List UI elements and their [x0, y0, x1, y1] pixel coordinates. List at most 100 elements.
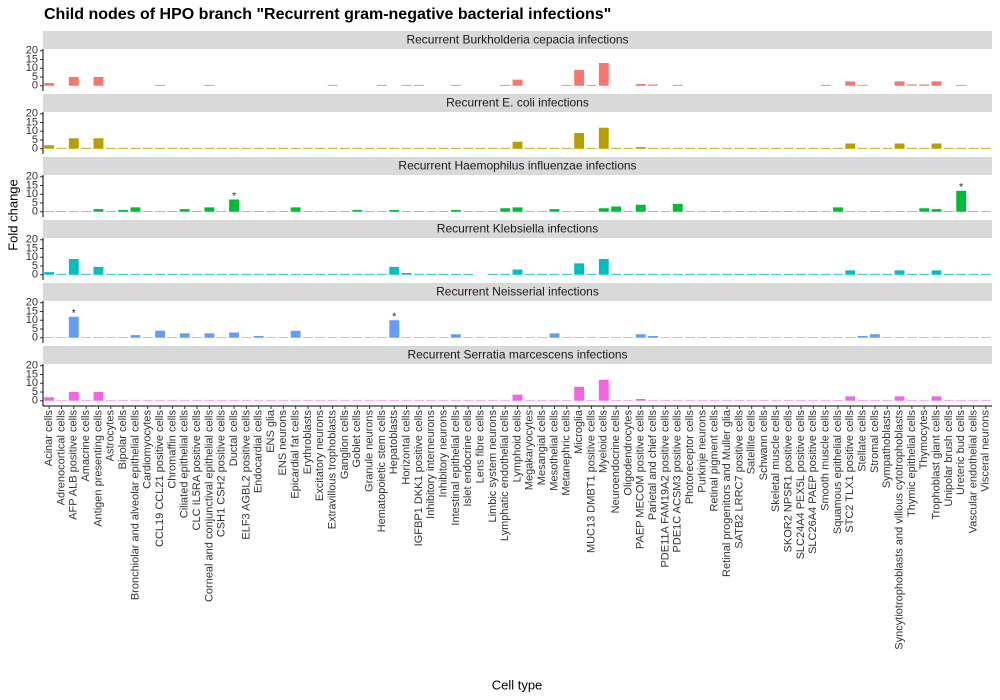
x-tick-label: Goblet cells: [351, 410, 363, 468]
x-tick-label: Squamous epithelial cells: [832, 410, 844, 535]
x-tick-label: STC2 TLX1 positive cells: [844, 410, 856, 533]
bar: [771, 400, 782, 401]
x-tick-label: Photoreceptor cells: [684, 410, 696, 505]
bar: [648, 273, 659, 275]
bar: [685, 273, 695, 275]
bar: [204, 207, 215, 212]
facet-strip: [43, 283, 992, 301]
bar: [68, 316, 79, 338]
bar: [537, 400, 548, 401]
bar: [376, 211, 387, 212]
bar: [105, 211, 116, 212]
bar: [623, 400, 634, 401]
y-tick-label: 5: [32, 386, 38, 398]
bar: [537, 147, 548, 149]
x-tick-label: Extravillous trophoblasts: [327, 410, 339, 530]
bar: [401, 400, 412, 401]
bar: [685, 400, 695, 401]
bar: [919, 84, 930, 86]
bar: [857, 84, 868, 86]
bar: [894, 143, 905, 149]
bar: [512, 269, 523, 275]
bar: [919, 147, 930, 149]
bar: [278, 273, 289, 275]
bar: [820, 273, 831, 275]
bar: [56, 211, 67, 212]
bar: [68, 392, 79, 401]
bar: [919, 208, 930, 212]
y-tick-label: 10: [26, 188, 38, 200]
bar: [549, 273, 560, 275]
bar: [450, 334, 461, 338]
facet-label: Recurrent Serratia marcescens infections: [407, 348, 627, 362]
bar: [216, 273, 227, 275]
bar: [142, 400, 153, 401]
bar: [327, 84, 338, 86]
bar: [635, 204, 646, 212]
bar: [574, 133, 585, 149]
x-tick-label: Smooth muscle cells: [820, 410, 832, 511]
bar: [672, 147, 683, 149]
bar: [931, 209, 942, 212]
x-tick-label: CSH1 CSH2 positive cells: [216, 410, 228, 538]
bar: [882, 400, 893, 401]
bar: [167, 273, 178, 275]
bar: [81, 211, 92, 212]
bar: [512, 207, 523, 212]
bar: [919, 400, 930, 401]
bar: [241, 273, 252, 275]
bar: [44, 272, 55, 275]
x-tick-label: Purkinje neurons: [696, 410, 708, 493]
bar: [648, 400, 659, 401]
bar: [783, 400, 794, 401]
x-tick-label: AFP ALB positive cells: [68, 410, 80, 520]
bar: [266, 337, 276, 338]
bar: [475, 147, 486, 149]
bar: [512, 337, 523, 338]
x-tick-label: ENS glia: [265, 409, 277, 453]
bar: [943, 211, 954, 212]
bar: [857, 211, 868, 212]
bar: [340, 211, 350, 212]
bar: [512, 394, 523, 401]
bar: [118, 337, 129, 338]
bar: [389, 266, 400, 275]
x-tick-label: Inhibitory interneurons: [425, 410, 437, 519]
bar: [537, 273, 548, 275]
bar: [611, 273, 622, 275]
bar: [426, 147, 437, 149]
bar: [635, 399, 646, 401]
bar: [44, 83, 55, 86]
bar: [685, 147, 695, 149]
bar: [327, 400, 338, 401]
facet-label: Recurrent Klebsiella infections: [437, 222, 598, 236]
bar: [352, 400, 363, 401]
x-tick-label: Stromal cells: [869, 410, 881, 473]
bar: [894, 211, 905, 212]
x-tick-label: Visceral neurons: [980, 410, 992, 492]
bar: [906, 84, 917, 86]
x-tick-label: Lymphatic endothelial cells: [499, 410, 511, 542]
bar: [105, 147, 116, 149]
x-tick-label: Mesangial cells: [536, 410, 548, 486]
bar: [685, 337, 695, 338]
bar: [537, 337, 548, 338]
x-tick-label: Skeletal muscle cells: [770, 410, 782, 513]
x-tick-label: Excitatory neurons: [314, 410, 326, 502]
y-tick-label: 0: [32, 143, 38, 155]
bar: [229, 332, 239, 338]
bar: [56, 400, 67, 401]
y-tick-label: 15: [26, 368, 38, 380]
bar: [438, 400, 449, 401]
bar: [303, 211, 313, 212]
bar: [660, 211, 671, 212]
bar: [968, 211, 979, 212]
bar: [783, 147, 794, 149]
bar: [389, 147, 400, 149]
x-tick-label: Mesothelial cells: [548, 410, 560, 491]
bar: [401, 211, 412, 212]
bar: [980, 400, 991, 401]
bar: [241, 147, 252, 149]
bar: [118, 210, 129, 212]
bar: [845, 337, 856, 338]
